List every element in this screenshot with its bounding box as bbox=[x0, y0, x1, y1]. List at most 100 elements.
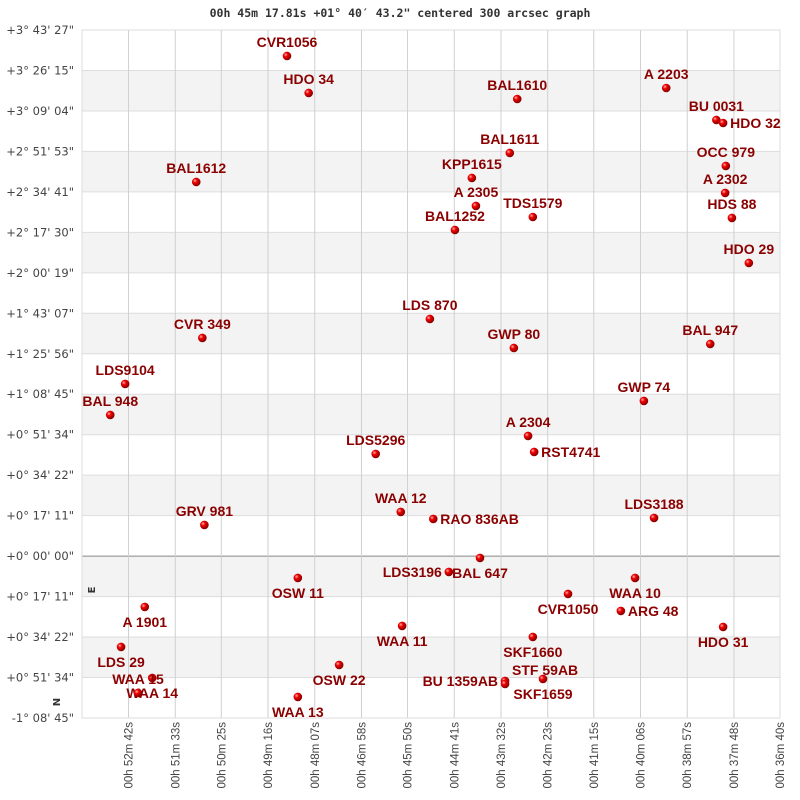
y-tick-label: +3° 43' 27" bbox=[6, 23, 74, 37]
star-label: WAA 13 bbox=[272, 704, 324, 720]
star-label: BAL1252 bbox=[425, 208, 485, 224]
star-point bbox=[727, 213, 737, 223]
star-label: WAA 15 bbox=[112, 671, 164, 687]
star-label: SKF1660 bbox=[503, 644, 562, 660]
star-point bbox=[475, 553, 485, 563]
y-tick-label: -1° 08' 45" bbox=[12, 711, 74, 725]
star-label: WAA 10 bbox=[609, 585, 661, 601]
x-tick-label: 00h 43m 32s bbox=[496, 722, 508, 789]
star-label: A 2203 bbox=[644, 66, 689, 82]
star-label: TDS1579 bbox=[503, 195, 562, 211]
y-tick-label: +0° 51' 34" bbox=[6, 671, 74, 685]
star-marker-group: SKF1660 bbox=[503, 632, 563, 660]
y-tick-label: +0° 34' 22" bbox=[6, 630, 74, 644]
star-point bbox=[500, 679, 510, 689]
star-marker-group: STF 59AB bbox=[500, 662, 578, 689]
star-marker-group: CVR1050 bbox=[538, 589, 599, 617]
star-point bbox=[444, 567, 454, 577]
star-label: HDO 32 bbox=[730, 115, 781, 131]
star-point bbox=[397, 621, 407, 631]
star-point bbox=[523, 431, 533, 441]
star-point bbox=[705, 339, 715, 349]
star-label: BAL 647 bbox=[452, 565, 508, 581]
x-tick-label: 00h 48m 07s bbox=[310, 722, 322, 789]
grid-lines bbox=[81, 29, 781, 719]
star-label: A 1901 bbox=[122, 614, 167, 630]
star-point bbox=[450, 225, 460, 235]
star-marker-group: CVR1056 bbox=[257, 34, 318, 61]
band bbox=[82, 232, 780, 273]
star-label: HDS 88 bbox=[707, 196, 756, 212]
star-label: BAL1612 bbox=[166, 160, 226, 176]
star-marker-group: LDS9104 bbox=[96, 362, 155, 389]
star-label: BU 1359AB bbox=[423, 673, 498, 689]
star-point bbox=[105, 410, 115, 420]
y-tick-label: +2° 51' 53" bbox=[6, 144, 74, 158]
star-point bbox=[616, 606, 626, 616]
compass-north-label: N bbox=[50, 698, 61, 706]
star-marker-group: BAL 948 bbox=[82, 393, 138, 420]
star-marker-group: BAL 647 bbox=[452, 553, 508, 581]
star-marker-group: A 2304 bbox=[506, 414, 551, 441]
x-tick-label: 00h 42m 23s bbox=[543, 722, 555, 789]
star-marker-group: WAA 11 bbox=[377, 621, 428, 649]
band bbox=[82, 475, 780, 516]
star-label: LDS 29 bbox=[97, 654, 145, 670]
y-tick-label: +2° 34' 41" bbox=[6, 185, 74, 199]
y-tick-label: +0° 51' 34" bbox=[6, 428, 74, 442]
star-point bbox=[744, 258, 754, 268]
star-point bbox=[512, 94, 522, 104]
star-marker-group: LDS3196 bbox=[383, 564, 454, 580]
star-point bbox=[293, 692, 303, 702]
star-label: HDO 34 bbox=[283, 71, 334, 87]
star-label: OSW 22 bbox=[313, 672, 366, 688]
star-point bbox=[467, 173, 477, 183]
star-point bbox=[509, 343, 519, 353]
x-tick-label: 00h 40m 06s bbox=[635, 722, 647, 789]
star-point bbox=[563, 589, 573, 599]
star-marker-group: GWP 80 bbox=[488, 326, 540, 353]
star-point bbox=[120, 379, 130, 389]
star-point bbox=[198, 333, 207, 343]
star-label: STF 59AB bbox=[512, 662, 578, 678]
star-point bbox=[721, 161, 731, 171]
star-marker-group: OSW 22 bbox=[313, 660, 366, 688]
star-marker-group: LDS5296 bbox=[346, 432, 405, 459]
star-marker-group: HDO 29 bbox=[724, 241, 774, 268]
star-marker-group: LDS 870 bbox=[402, 297, 458, 324]
chart-title: 00h 45m 17.81s +01° 40′ 43.2" centered 3… bbox=[210, 6, 591, 20]
star-label: SKF1659 bbox=[513, 686, 572, 702]
star-label: RST4741 bbox=[541, 444, 600, 460]
star-marker-group: GRV 981 bbox=[176, 503, 234, 530]
star-label: A 2304 bbox=[506, 414, 551, 430]
star-label: GRV 981 bbox=[176, 503, 234, 519]
star-label: OCC 979 bbox=[697, 144, 756, 160]
star-point bbox=[147, 673, 157, 683]
star-label: LDS3188 bbox=[624, 496, 683, 512]
star-marker-group: A 2203 bbox=[644, 66, 689, 93]
star-point bbox=[718, 622, 728, 632]
star-point bbox=[133, 688, 143, 698]
star-point bbox=[200, 520, 209, 530]
star-marker-group: BU 1359AB bbox=[423, 673, 510, 689]
star-marker-group: RST4741 bbox=[529, 444, 601, 460]
y-tick-label: +2° 00' 19" bbox=[6, 266, 74, 280]
star-marker-group: BU 0031 bbox=[689, 98, 744, 125]
star-label: GWP 74 bbox=[618, 379, 671, 395]
star-point bbox=[529, 447, 539, 457]
star-label: OSW 11 bbox=[272, 585, 324, 601]
star-point bbox=[428, 514, 438, 524]
x-tick-label: 00h 36m 40s bbox=[775, 722, 787, 789]
star-point bbox=[712, 115, 721, 125]
band bbox=[82, 637, 780, 678]
star-marker-group: A 2302 bbox=[703, 171, 748, 198]
y-tick-label: +1° 43' 07" bbox=[6, 306, 74, 320]
y-tick-label: +0° 17' 11" bbox=[6, 509, 74, 523]
star-marker-group: BAL1611 bbox=[480, 131, 540, 158]
star-point bbox=[718, 118, 728, 128]
x-tick-label: 00h 49m 16s bbox=[263, 722, 275, 789]
star-point bbox=[528, 212, 538, 222]
star-label: RAO 836AB bbox=[440, 511, 519, 527]
x-tick-label: 00h 50m 25s bbox=[216, 722, 228, 789]
